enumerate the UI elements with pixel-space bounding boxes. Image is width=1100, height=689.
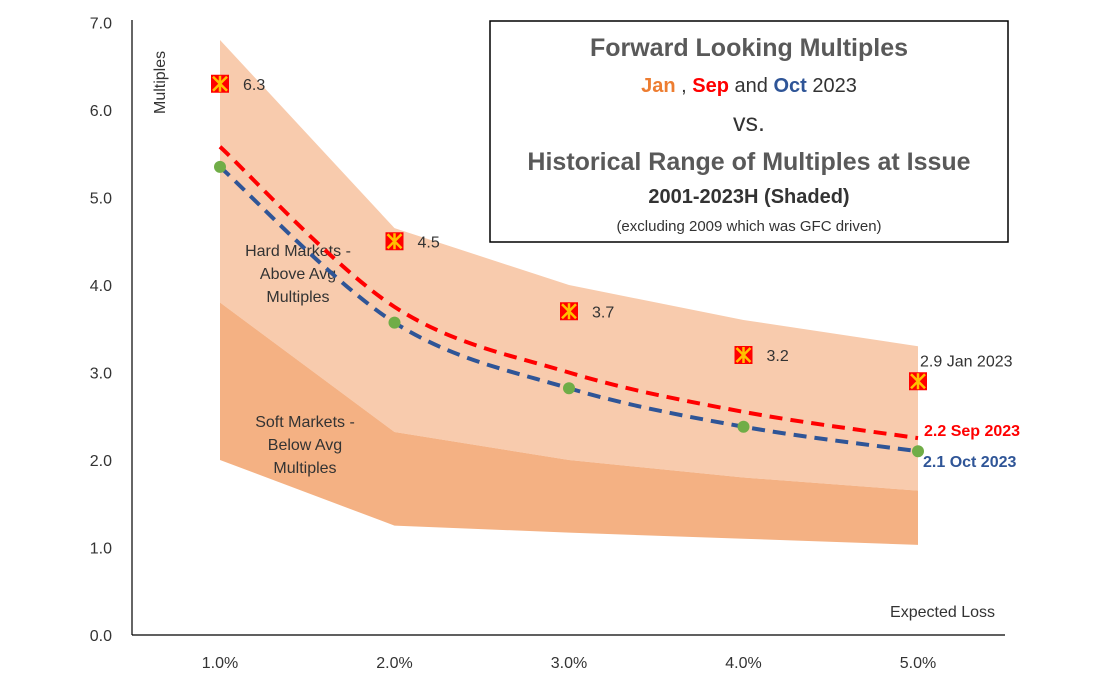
- marker-x: [212, 75, 228, 92]
- x-axis-label: Expected Loss: [890, 604, 995, 621]
- data-point-jan-2023: [734, 346, 753, 364]
- x-tick-label: 1.0%: [202, 655, 238, 672]
- data-point-oct-2023: [912, 445, 924, 458]
- x-tick-label: 3.0%: [551, 655, 587, 672]
- x-tick-label: 5.0%: [900, 655, 936, 672]
- data-point-oct-2023: [737, 420, 750, 433]
- title-vs: vs.: [733, 109, 765, 137]
- data-label-jan-2023: 3.2: [767, 348, 789, 365]
- band-label-line: Above Avg: [260, 266, 336, 283]
- band-label-line: Below Avg: [268, 437, 342, 454]
- marker-x: [910, 373, 926, 390]
- y-axis-label: Multiples: [152, 51, 169, 114]
- data-point-jan-2023: [909, 372, 927, 391]
- band-label-line: Multiples: [266, 289, 329, 306]
- y-tick-labels: 0.0 1.0 2.0 3.0 4.0 5.0 6.0 7.0: [90, 16, 112, 646]
- band-label-hard-markets: Hard Markets - Above Avg Multiples: [245, 243, 351, 306]
- data-point-jan-2023: [211, 74, 229, 93]
- y-tick-label: 0.0: [90, 628, 112, 645]
- shaded-bands: [220, 40, 918, 545]
- subtitle-part-0: Jan: [641, 75, 675, 97]
- y-tick-label: 2.0: [90, 453, 112, 470]
- x-tick-labels: 1.0% 2.0% 3.0% 4.0% 5.0%: [202, 655, 936, 672]
- data-label-jan-2023: 6.3: [243, 77, 265, 94]
- chart-title: Forward Looking Multiples: [590, 34, 908, 62]
- title-note: (excluding 2009 which was GFC driven): [616, 218, 881, 235]
- data-label-jan-2023: 2.9 Jan 2023: [920, 353, 1013, 370]
- chart-subtitle: Jan , Sep and Oct 2023: [641, 75, 857, 97]
- data-point-jan-2023: [385, 232, 404, 251]
- subtitle-part-3: and: [729, 75, 773, 97]
- data-label-jan-2023: 3.7: [592, 304, 614, 321]
- y-tick-label: 3.0: [90, 366, 112, 383]
- x-tick-label: 4.0%: [725, 655, 761, 672]
- y-tick-label: 6.0: [90, 103, 112, 120]
- y-tick-label: 4.0: [90, 278, 112, 295]
- marker-x: [561, 303, 577, 320]
- y-tick-label: 7.0: [90, 16, 112, 33]
- band-label-line: Hard Markets -: [245, 243, 351, 260]
- band-label-line: Soft Markets -: [255, 414, 355, 431]
- title-box: Forward Looking Multiples Jan , Sep and …: [489, 20, 1009, 243]
- end-label-sep-2023: 2.2 Sep 2023: [924, 423, 1020, 440]
- subtitle-part-2: Sep: [692, 75, 729, 97]
- series-group: [211, 74, 927, 458]
- y-tick-label: 1.0: [90, 541, 112, 558]
- end-label-oct-2023: 2.1 Oct 2023: [923, 454, 1017, 471]
- subtitle-part-4: Oct: [773, 75, 807, 97]
- band-hard-markets: [220, 40, 918, 491]
- marker-x: [735, 347, 752, 363]
- series-line-sep-2023: [218, 145, 919, 441]
- x-tick-label: 2.0%: [376, 655, 412, 672]
- axes: [131, 20, 1005, 636]
- band-label-soft-markets: Soft Markets - Below Avg Multiples: [255, 414, 355, 477]
- y-tick-label: 5.0: [90, 191, 112, 208]
- marker-x: [386, 233, 403, 250]
- band-soft-markets: [220, 302, 918, 545]
- data-labels: 6.3 4.5 3.7 3.2 2.9 Jan 2023 2.2 Sep 2023 2.1 …: [243, 77, 1020, 471]
- subtitle-part-1: ,: [676, 75, 693, 97]
- data-point-oct-2023: [388, 316, 401, 329]
- band-label-line: Multiples: [273, 460, 336, 477]
- data-point-oct-2023: [214, 160, 226, 173]
- title-range: Historical Range of Multiples at Issue: [527, 148, 970, 176]
- title-period: 2001-2023H (Shaded): [648, 186, 849, 208]
- data-point-jan-2023: [560, 302, 578, 321]
- data-point-oct-2023: [563, 382, 575, 395]
- subtitle-part-5: 2023: [807, 75, 857, 97]
- title-box-border: [489, 20, 1009, 243]
- data-label-jan-2023: 4.5: [418, 234, 440, 251]
